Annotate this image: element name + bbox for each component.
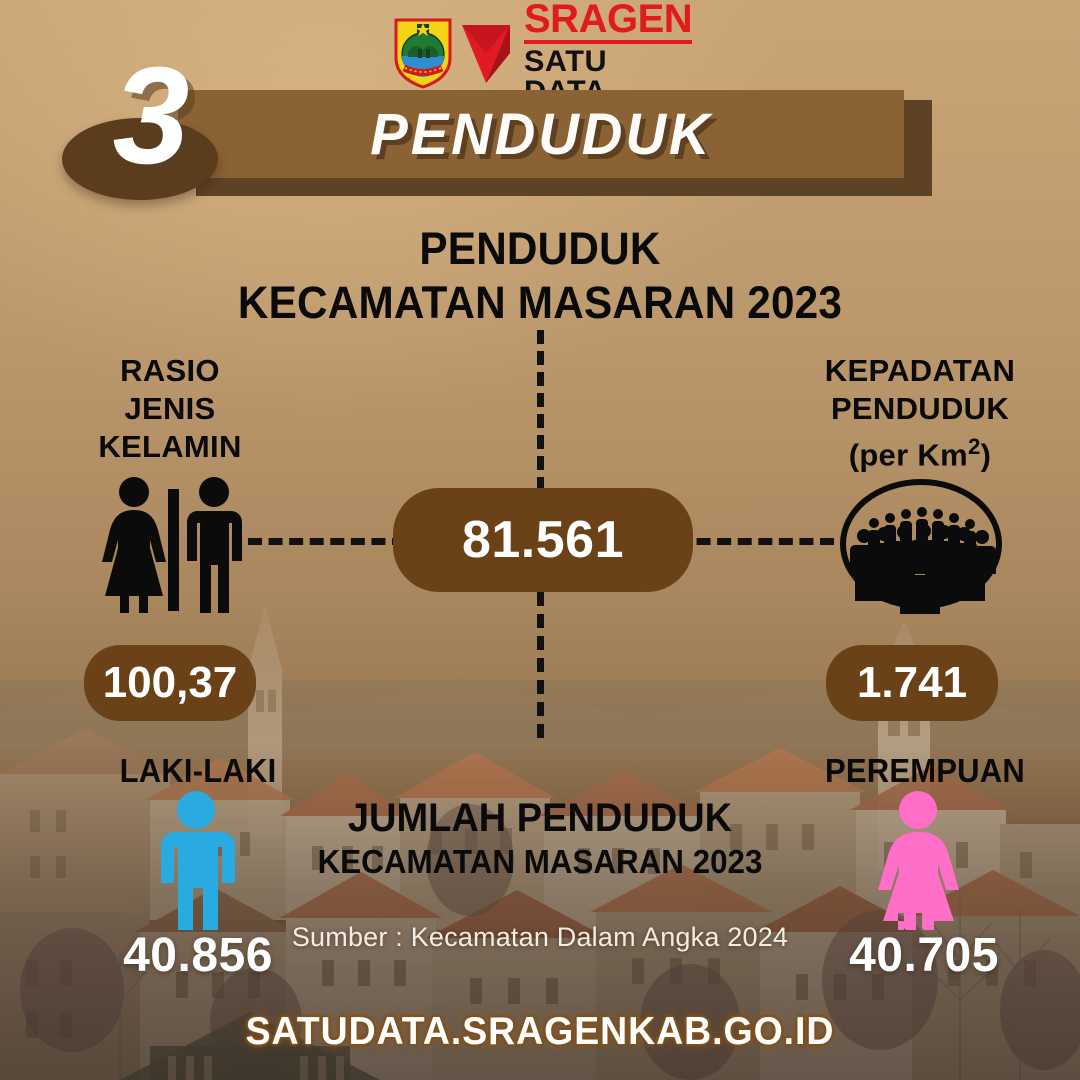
center-caption-line-2: KECAMATAN MASARAN 2023 bbox=[317, 843, 763, 880]
density-label-line-2: PENDUDUK bbox=[830, 391, 1010, 426]
crowd-in-circle-icon bbox=[838, 478, 1004, 614]
sex-ratio-label-line-1: RASIO bbox=[120, 353, 220, 388]
red-diamond-icon bbox=[458, 19, 514, 87]
male-female-restroom-icon bbox=[96, 475, 256, 613]
page-title-line-2: KECAMATAN MASARAN 2023 bbox=[237, 277, 843, 328]
female-value: 40.705 bbox=[849, 929, 999, 982]
sragen-regency-crest-icon bbox=[392, 16, 454, 90]
page-title-line-1: PENDUDUK bbox=[419, 223, 661, 274]
male-value: 40.856 bbox=[123, 929, 273, 982]
section-title: PENDUDUK bbox=[369, 101, 713, 167]
population-density-value: 1.741 bbox=[826, 645, 998, 721]
source-note: Sumber : Kecamatan Dalam Angka 2024 bbox=[291, 922, 789, 952]
page-title: PENDUDUK KECAMATAN MASARAN 2023 bbox=[0, 222, 1080, 330]
density-unit-superscript: 2 bbox=[967, 434, 981, 459]
female-figure-icon bbox=[864, 790, 972, 930]
sex-ratio-value: 100,37 bbox=[84, 645, 256, 721]
section-number-disc bbox=[62, 118, 218, 200]
male-figure-icon bbox=[140, 790, 252, 930]
center-caption: JUMLAH PENDUDUK KECAMATAN MASARAN 2023 bbox=[240, 795, 840, 883]
connector-dashed-vertical-bottom bbox=[537, 570, 544, 738]
population-density-label: KEPADATAN PENDUDUK (per Km2) bbox=[800, 352, 1040, 474]
density-label-line-3: (per Km2) bbox=[800, 428, 1040, 474]
sex-ratio-label: RASIO JENIS KELAMIN bbox=[60, 352, 280, 466]
brand-primary-text: SRAGEN bbox=[524, 0, 693, 44]
density-unit-prefix: (per Km bbox=[848, 437, 968, 473]
male-label: LAKI-LAKI bbox=[119, 752, 277, 789]
footer-website-url[interactable]: SATUDATA.SRAGENKAB.GO.ID bbox=[245, 1010, 835, 1053]
sex-ratio-label-line-2: JENIS bbox=[124, 391, 216, 426]
density-label-line-1: KEPADATAN bbox=[824, 353, 1016, 388]
sragen-satu-data-logo: SRAGEN SATU DATA bbox=[392, 0, 693, 107]
female-label: PEREMPUAN bbox=[825, 752, 1025, 789]
connector-dashed-horizontal-left bbox=[248, 538, 406, 545]
center-caption-line-1: JUMLAH PENDUDUK bbox=[347, 796, 733, 840]
connector-dashed-horizontal-right bbox=[676, 538, 834, 545]
density-unit-suffix: ) bbox=[980, 437, 992, 473]
total-population-value: 81.561 bbox=[393, 488, 693, 592]
sex-ratio-label-line-3: KELAMIN bbox=[98, 429, 242, 464]
section-number: 3 bbox=[112, 39, 190, 193]
connector-dashed-vertical-top bbox=[537, 330, 544, 512]
section-banner: PENDUDUK bbox=[178, 90, 904, 178]
